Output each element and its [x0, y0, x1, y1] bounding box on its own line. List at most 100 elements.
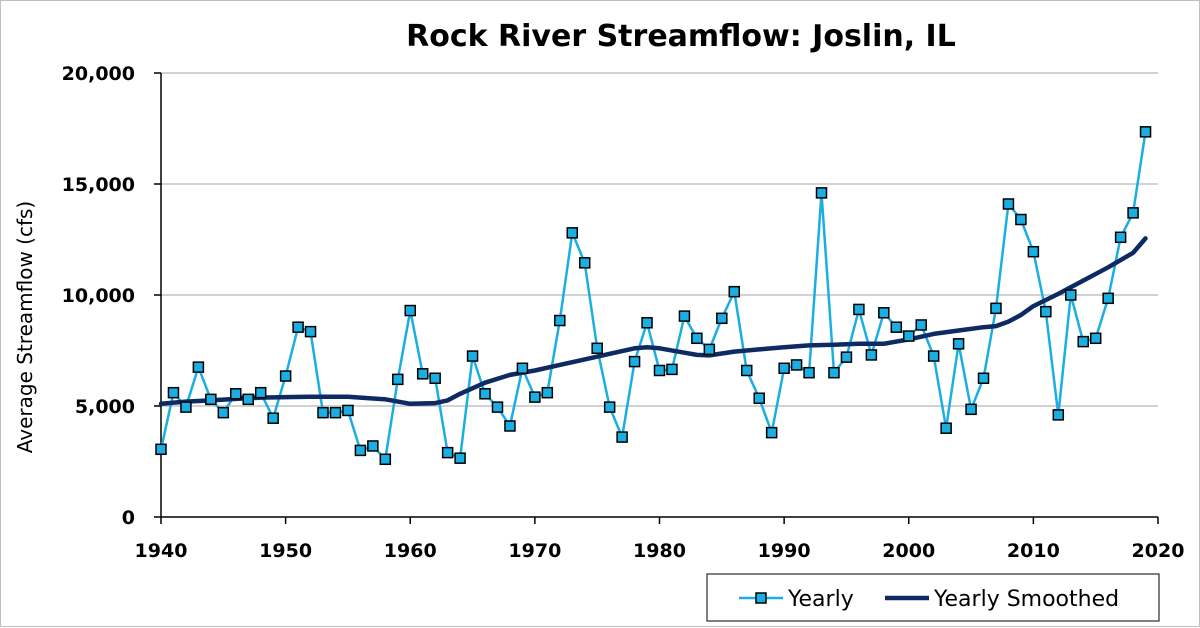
data-point-yearly	[765, 426, 778, 439]
data-point-yearly	[1089, 332, 1102, 345]
data-point-yearly	[828, 366, 840, 379]
data-point-yearly	[1052, 409, 1065, 421]
x-tick-label: 1950	[259, 540, 312, 562]
data-point-yearly	[416, 368, 429, 380]
data-point-yearly	[205, 393, 217, 406]
series-yearly-smoothed-line	[158, 236, 1148, 407]
data-point-yearly	[242, 393, 254, 406]
data-point-yearly	[1040, 305, 1052, 318]
legend-swatch-yearly-marker	[755, 592, 767, 604]
data-point-yearly	[379, 453, 392, 466]
data-point-yearly	[1002, 198, 1015, 210]
data-point-yearly	[740, 364, 753, 377]
x-tick-label: 1970	[508, 540, 561, 562]
data-point-yearly	[790, 359, 803, 371]
data-point-yearly	[940, 422, 952, 434]
data-point-yearly	[952, 338, 965, 350]
data-point-yearly	[716, 312, 728, 325]
y-tick-label: 15,000	[62, 174, 135, 196]
data-point-yearly	[516, 362, 529, 375]
data-point-yearly	[1127, 207, 1139, 219]
data-point-yearly	[1015, 213, 1027, 226]
data-point-yearly	[840, 351, 853, 363]
y-tick-label: 5,000	[75, 396, 135, 418]
chart-title: Rock River Streamflow: Joslin, IL	[406, 19, 956, 54]
data-point-yearly	[329, 406, 342, 419]
series-layer	[155, 126, 1152, 466]
data-point-yearly	[230, 388, 242, 400]
data-point-yearly	[267, 412, 279, 424]
data-point-yearly	[441, 446, 454, 459]
data-point-yearly	[865, 349, 878, 361]
x-tick-label: 2020	[1132, 540, 1185, 562]
data-point-yearly	[1139, 126, 1152, 138]
data-point-yearly	[180, 401, 192, 413]
data-point-yearly	[753, 392, 765, 404]
data-point-yearly	[915, 319, 927, 331]
data-point-yearly	[466, 350, 479, 362]
data-point-yearly	[1027, 245, 1040, 258]
legend-item-smoothed: Yearly Smoothed	[885, 587, 1119, 612]
x-tick-label: 1980	[633, 540, 686, 562]
data-point-yearly	[990, 302, 1002, 315]
data-point-yearly	[566, 227, 579, 239]
data-point-yearly	[292, 321, 304, 333]
y-tick-label: 0	[122, 507, 135, 529]
data-point-yearly	[927, 350, 940, 362]
data-point-yearly	[491, 401, 504, 413]
y-tick-label: 10,000	[62, 285, 135, 307]
legend-item-yearly: Yearly	[739, 587, 854, 612]
data-point-yearly	[367, 440, 379, 452]
data-point-yearly	[541, 386, 554, 399]
data-point-yearly	[404, 304, 416, 317]
data-point-yearly	[317, 406, 329, 419]
axes: 0 5,000 10,000 15,000 20,000 1940 1950 1960 1970…	[62, 63, 1185, 562]
y-axis-title: Average Streamflow (cfs)	[13, 201, 37, 453]
data-point-yearly	[217, 406, 230, 419]
data-point-yearly	[666, 363, 678, 376]
legend-label-yearly: Yearly	[787, 587, 854, 612]
grid-lines	[161, 72, 1158, 407]
data-point-yearly	[977, 372, 990, 384]
data-point-yearly	[853, 303, 865, 316]
data-point-yearly	[504, 420, 516, 432]
data-point-yearly	[691, 332, 703, 345]
data-point-yearly	[1102, 292, 1114, 305]
data-point-yearly	[192, 361, 205, 373]
data-point-yearly	[279, 370, 292, 382]
data-point-yearly	[304, 325, 317, 338]
data-point-yearly	[903, 330, 915, 342]
legend-label-smoothed: Yearly Smoothed	[933, 587, 1119, 612]
x-tick-label: 1990	[758, 540, 811, 562]
legend: Yearly Yearly Smoothed	[706, 573, 1160, 622]
data-point-yearly	[728, 285, 741, 298]
data-point-yearly	[815, 187, 828, 199]
data-point-yearly	[628, 355, 641, 368]
data-point-yearly	[1065, 289, 1077, 301]
data-point-yearly	[703, 343, 716, 356]
data-point-yearly	[878, 307, 890, 319]
x-tick-label: 1940	[135, 540, 188, 562]
data-point-yearly	[529, 391, 541, 403]
data-point-yearly	[965, 403, 977, 416]
data-point-yearly	[454, 452, 466, 464]
data-point-yearly	[641, 317, 653, 329]
data-point-yearly	[392, 373, 404, 386]
data-point-yearly	[890, 321, 903, 333]
data-point-yearly	[578, 257, 591, 269]
data-point-yearly	[429, 372, 441, 384]
y-tick-label: 20,000	[62, 63, 135, 85]
data-point-yearly	[554, 314, 566, 327]
data-point-yearly	[803, 366, 815, 379]
data-point-yearly	[354, 444, 367, 457]
data-point-yearly	[1077, 335, 1089, 348]
data-point-yearly	[167, 386, 180, 399]
data-point-yearly	[778, 362, 790, 375]
data-point-yearly	[254, 386, 267, 399]
data-point-yearly	[653, 364, 666, 377]
x-tick-label: 2010	[1007, 540, 1060, 562]
x-tick-label: 2000	[882, 540, 935, 562]
data-point-yearly	[678, 310, 691, 322]
